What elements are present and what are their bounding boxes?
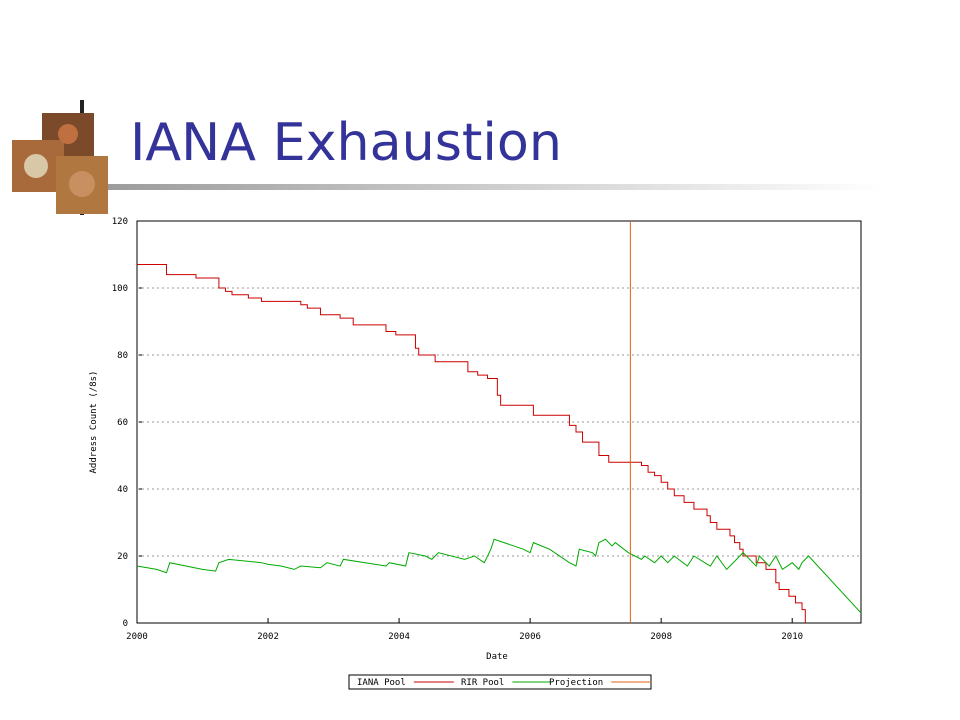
x-tick-label: 2000 xyxy=(126,632,148,642)
legend-label: Projection xyxy=(549,678,603,688)
slide-title: IANA Exhaustion xyxy=(130,113,562,173)
y-tick-label: 60 xyxy=(117,418,128,428)
x-tick-label: 2010 xyxy=(781,632,803,642)
x-tick-label: 2008 xyxy=(650,632,672,642)
y-tick-label: 40 xyxy=(117,485,128,495)
y-axis-label: Address Count (/8s) xyxy=(89,371,99,474)
legend-label: IANA Pool xyxy=(357,678,406,688)
x-tick-label: 2004 xyxy=(388,632,410,642)
legend-label: RIR Pool xyxy=(461,678,504,688)
title-rule xyxy=(84,184,884,190)
y-tick-label: 20 xyxy=(117,552,128,562)
decorative-images xyxy=(12,113,108,214)
series-line xyxy=(137,264,806,623)
x-tick-label: 2002 xyxy=(257,632,279,642)
y-tick-label: 120 xyxy=(112,217,128,227)
y-tick-label: 0 xyxy=(123,619,128,629)
y-tick-label: 100 xyxy=(112,284,128,294)
x-tick-label: 2006 xyxy=(519,632,541,642)
x-axis-label: Date xyxy=(486,652,508,662)
series-line xyxy=(136,538,862,614)
y-tick-label: 80 xyxy=(117,351,128,361)
